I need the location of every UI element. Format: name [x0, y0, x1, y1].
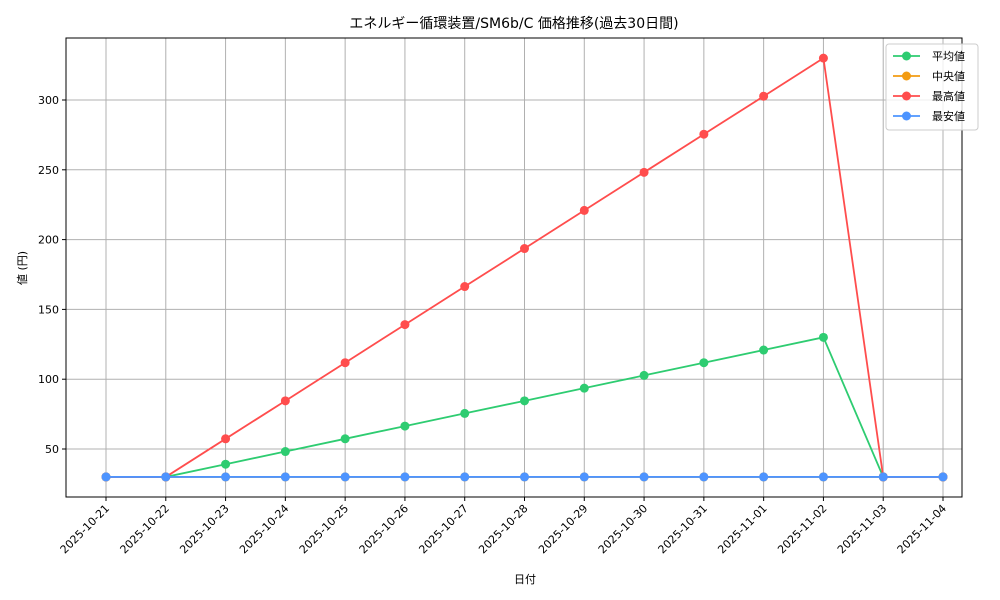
x-tick-label: 2025-10-26 [357, 502, 411, 556]
data-point-marker [340, 472, 350, 482]
x-tick-label: 2025-11-04 [895, 502, 949, 556]
x-tick-label: 2025-10-31 [656, 502, 710, 556]
data-point-marker [818, 472, 828, 482]
data-point-marker [161, 472, 171, 482]
data-point-marker [579, 383, 589, 393]
data-point-marker [759, 345, 769, 355]
data-point-marker [460, 408, 470, 418]
y-tick-label: 150 [38, 303, 59, 316]
data-point-marker [818, 53, 828, 63]
data-point-marker [759, 91, 769, 101]
data-point-marker [818, 332, 828, 342]
y-tick-label: 200 [38, 234, 59, 247]
data-point-marker [460, 282, 470, 292]
legend-entry-label: 最安値 [932, 109, 965, 123]
data-point-marker [340, 358, 350, 368]
data-point-marker [699, 129, 709, 139]
chart-title: エネルギー循環装置/SM6b/C 価格推移(過去30日間) [349, 16, 678, 32]
x-tick-label: 2025-10-28 [476, 502, 530, 556]
y-axis-ticks: 50 100 150 200 250 300 [38, 94, 66, 456]
x-axis-ticks: 2025-10-21 2025-10-22 2025-10-23 2025-10-24… [58, 497, 949, 556]
data-series [101, 53, 948, 482]
data-point-marker [101, 472, 111, 482]
data-point-marker [938, 472, 948, 482]
x-tick-label: 2025-11-02 [775, 502, 829, 556]
data-point-marker [340, 434, 350, 444]
x-axis-label: 日付 [514, 573, 536, 586]
x-tick-label: 2025-10-27 [416, 502, 470, 556]
series-line [101, 472, 948, 482]
x-tick-label: 2025-10-21 [58, 502, 112, 556]
x-tick-label: 2025-10-22 [118, 502, 172, 556]
data-point-marker [280, 472, 290, 482]
x-tick-label: 2025-11-01 [715, 502, 769, 556]
data-point-marker [579, 205, 589, 215]
data-point-marker [878, 472, 888, 482]
y-tick-label: 300 [38, 94, 59, 107]
x-tick-label: 2025-10-29 [536, 502, 590, 556]
data-point-marker [221, 472, 231, 482]
grid-lines [66, 38, 962, 497]
legend-entry-label: 平均値 [932, 50, 965, 63]
data-point-marker [579, 472, 589, 482]
data-point-marker [520, 244, 529, 254]
y-tick-label: 250 [38, 164, 59, 177]
data-point-marker [639, 472, 649, 482]
legend-marker-icon [902, 111, 911, 121]
legend-marker-icon [902, 71, 911, 81]
plot-area-frame [65, 37, 963, 498]
legend-marker-icon [902, 51, 911, 61]
x-tick-label: 2025-10-30 [596, 502, 650, 556]
data-point-marker [221, 459, 231, 469]
x-tick-label: 2025-11-03 [835, 502, 889, 556]
data-point-marker [400, 472, 410, 482]
data-point-marker [400, 320, 410, 330]
data-point-marker [699, 472, 709, 482]
data-point-marker [699, 358, 709, 368]
data-point-marker [520, 472, 529, 482]
legend-entry-label: 中央値 [932, 70, 965, 83]
data-point-marker [759, 472, 769, 482]
legend-entry-label: 最高値 [932, 89, 965, 103]
x-tick-label: 2025-10-23 [177, 502, 231, 556]
x-tick-label: 2025-10-24 [237, 502, 291, 556]
y-tick-label: 100 [38, 373, 59, 386]
data-point-marker [460, 472, 470, 482]
data-point-marker [280, 396, 290, 406]
data-point-marker [400, 421, 410, 431]
y-axis-label: 値 (円) [16, 251, 29, 285]
data-point-marker [520, 396, 529, 406]
data-point-marker [280, 447, 290, 457]
data-point-marker [221, 434, 231, 444]
y-tick-label: 50 [45, 443, 59, 456]
legend-frame [885, 43, 979, 131]
x-tick-label: 2025-10-25 [297, 502, 351, 556]
data-point-marker [639, 370, 649, 380]
data-point-marker [639, 167, 649, 177]
legend-marker-icon [902, 91, 911, 101]
